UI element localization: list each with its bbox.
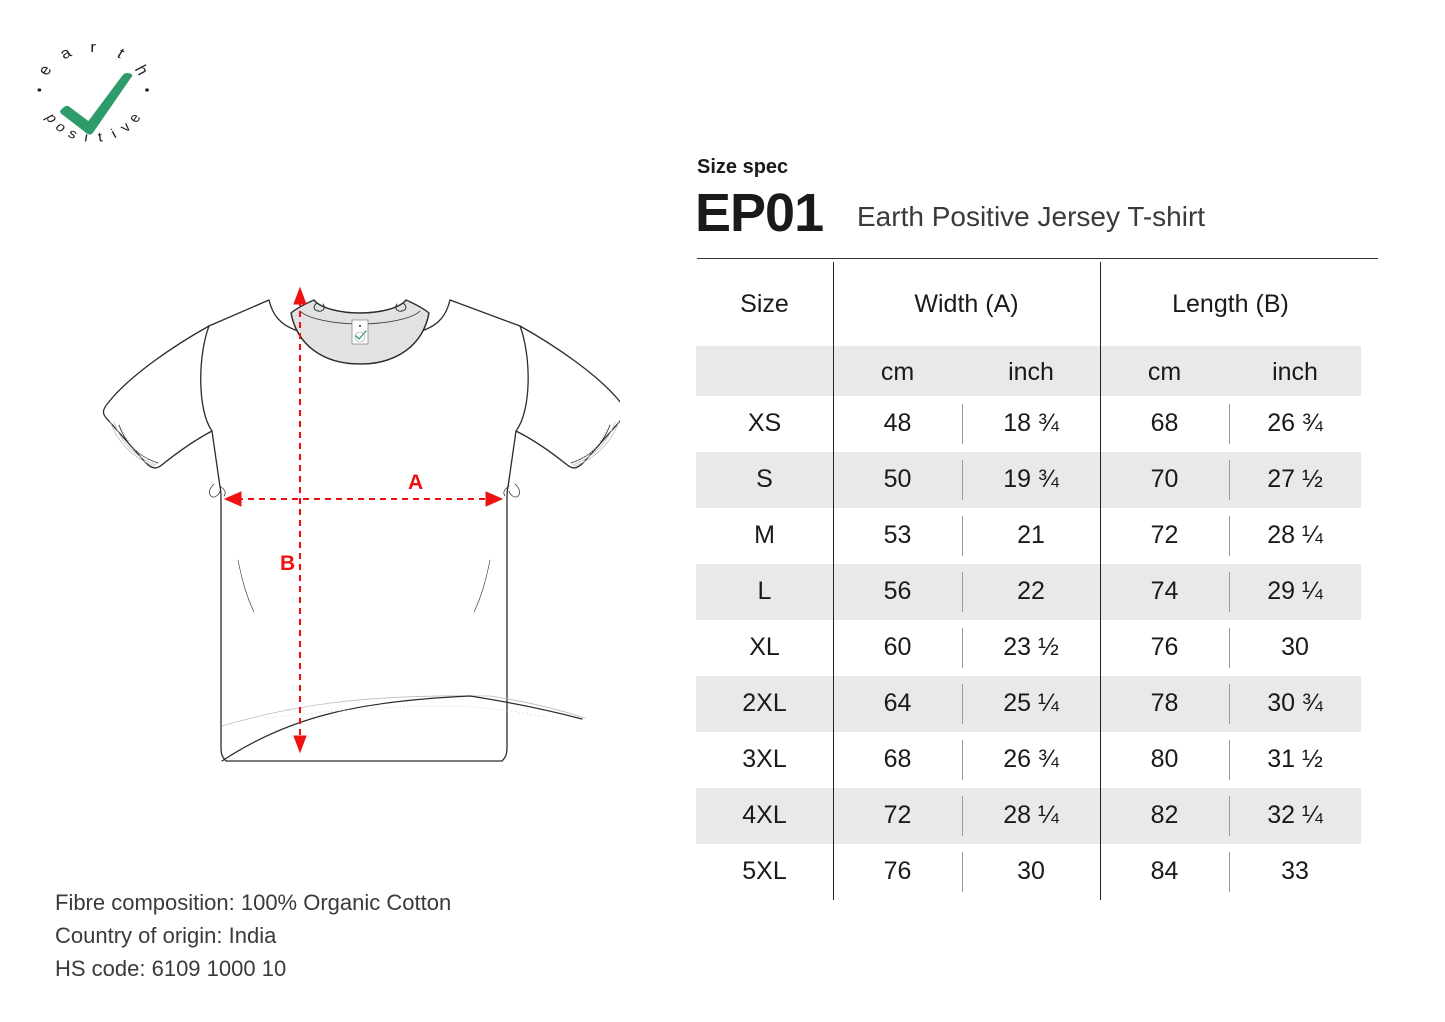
svg-text:o: o: [51, 120, 69, 136]
svg-text:B: B: [280, 552, 295, 575]
svg-text:a: a: [57, 44, 76, 63]
svg-text:t: t: [114, 45, 128, 62]
svg-text:t: t: [97, 130, 104, 145]
svg-text:A: A: [408, 471, 423, 494]
svg-text:s: s: [65, 126, 79, 142]
svg-text:h: h: [131, 62, 153, 78]
svg-text:i: i: [109, 127, 119, 142]
svg-text:r: r: [90, 40, 96, 56]
svg-text:e: e: [34, 62, 56, 78]
svg-text:e: e: [126, 111, 145, 125]
